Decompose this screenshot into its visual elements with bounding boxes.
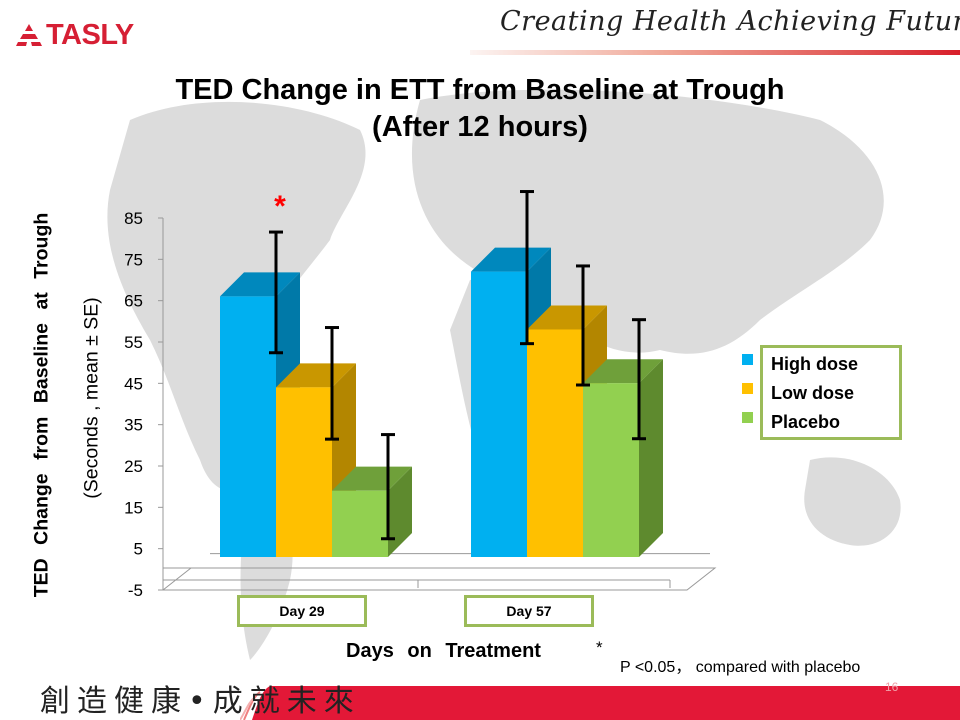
bar-top-high-dose xyxy=(220,272,300,297)
page-number: 16 xyxy=(885,680,899,694)
legend-swatch-placebo xyxy=(742,412,753,423)
tasly-logo: TASLY xyxy=(16,18,134,52)
footer-red-band xyxy=(240,686,960,720)
header-divider xyxy=(470,50,960,55)
bars-layer xyxy=(220,247,663,557)
tasly-logo-icon xyxy=(16,24,42,46)
y-tick-label: 75 xyxy=(124,250,143,269)
chart-title: TED Change in ETT from Baseline at Troug… xyxy=(175,74,785,106)
category-label-day-29: Day 29 xyxy=(237,595,367,627)
footnote-star: * xyxy=(596,638,603,657)
header-slogan: Creating Health Achieving Future xyxy=(500,6,960,37)
bar-placebo-day-29 xyxy=(332,490,388,557)
bar-top-low-dose xyxy=(276,363,356,388)
bar-low-dose-day-29 xyxy=(276,387,332,557)
legend-label-high-dose: High dose xyxy=(771,354,859,374)
bar-side-placebo xyxy=(388,466,412,557)
category-label-day-57: Day 57 xyxy=(464,595,594,627)
y-tick-label: 35 xyxy=(124,416,143,435)
bar-side-placebo xyxy=(639,359,663,557)
annotation-layer: * xyxy=(274,190,286,223)
bar-top-low-dose xyxy=(527,305,607,330)
bar-top-placebo xyxy=(583,359,663,384)
legend-swatch-high-dose xyxy=(742,354,753,365)
footnote: P <0.05， compared with placebo xyxy=(620,659,861,676)
chart-subtitle: (After 12 hours) xyxy=(372,111,588,143)
bar-high-dose-day-29 xyxy=(220,296,276,557)
legend-swatch-low-dose xyxy=(742,383,753,394)
y-tick-label: 65 xyxy=(124,292,143,311)
y-tick-label: 55 xyxy=(124,333,143,352)
y-tick-label: 25 xyxy=(124,457,143,476)
footer-chinese-slogan: 創造健康•成就未來 xyxy=(40,684,361,719)
legend-label-low-dose: Low dose xyxy=(771,383,855,403)
y-tick-labels: 85 75 65 55 45 35 25 15 5 -5 xyxy=(124,209,143,600)
legend-label-placebo: Placebo xyxy=(771,412,841,432)
bar-low-dose-day-57 xyxy=(527,329,583,557)
error-bars-layer xyxy=(269,190,646,541)
y-tick-label: 15 xyxy=(124,498,143,517)
bar-top-high-dose xyxy=(471,247,551,272)
bar-top-placebo xyxy=(332,466,412,491)
legend: High dose Low dose Placebo xyxy=(760,345,902,440)
y-tick-label: 45 xyxy=(124,374,143,393)
y-tick-label: -5 xyxy=(128,581,143,600)
bar-high-dose-day-57 xyxy=(471,271,527,557)
x-axis-label: Days on Treatment xyxy=(346,640,541,662)
chart-floor xyxy=(161,567,717,591)
significance-asterisk: * xyxy=(274,190,286,223)
bar-placebo-day-57 xyxy=(583,383,639,557)
y-tick-label: 85 xyxy=(124,209,143,228)
y-tick-label: 5 xyxy=(134,540,143,559)
logo-text: TASLY xyxy=(46,18,134,51)
